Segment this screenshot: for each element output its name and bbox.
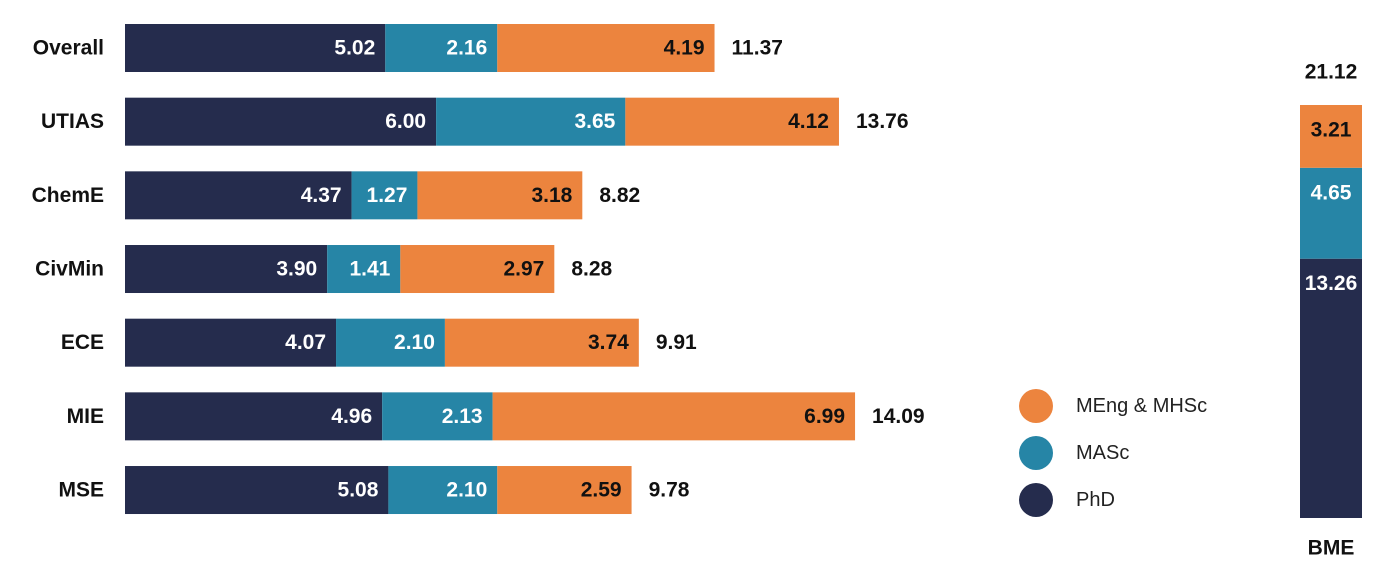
total-label-civmin: 8.28	[571, 258, 612, 281]
total-label-mie: 14.09	[872, 405, 925, 428]
data-label-mse-meng-mhsc: 2.59	[581, 479, 622, 502]
bar-overall-meng-mhsc	[497, 24, 715, 72]
bar-ece-meng-mhsc	[444, 318, 639, 367]
data-label-civmin-masc: 1.41	[349, 258, 390, 281]
bar-overall-phd	[125, 24, 386, 72]
bar-utias-masc	[436, 97, 626, 146]
bar-ece-phd	[125, 318, 337, 367]
bar-cheme-meng-mhsc	[417, 171, 583, 220]
legend-swatch-phd	[1019, 483, 1053, 517]
data-label-bme-phd: 13.26	[1305, 272, 1358, 295]
data-label-utias-masc: 3.65	[574, 110, 615, 133]
legend: MEng & MHSc MASc PhD	[1019, 389, 1207, 517]
bar-bme-meng-mhsc	[1300, 105, 1362, 168]
category-label-utias: UTIAS	[41, 110, 104, 133]
bar-cheme-phd	[125, 171, 352, 220]
category-label-mie: MIE	[67, 405, 104, 428]
bme-vertical-chart: 13.26 4.65 3.21 21.12 BME	[1300, 61, 1362, 560]
data-label-mse-phd: 5.08	[338, 479, 379, 502]
total-label-ece: 9.91	[656, 331, 697, 354]
data-label-civmin-phd: 3.90	[276, 258, 317, 281]
legend-label-masc: MASc	[1076, 442, 1129, 464]
legend-swatch-masc	[1019, 436, 1053, 470]
legend-label-meng-mhsc: MEng & MHSc	[1076, 395, 1207, 417]
bar-utias-phd	[125, 97, 437, 146]
bar-bme-masc	[1300, 167, 1362, 259]
data-label-bme-masc: 4.65	[1311, 181, 1352, 204]
horizontal-chart: Overall 5.02 2.16 4.19 11.37 UTIAS 6.00 3.65 4.1…	[32, 24, 925, 515]
category-label-overall: Overall	[33, 37, 104, 60]
legend-swatch-meng-mhsc	[1019, 389, 1053, 423]
category-label-mse: MSE	[58, 479, 104, 502]
bar-utias-meng-mhsc	[625, 97, 839, 146]
bar-civmin-phd	[125, 245, 328, 294]
bar-mse-phd	[125, 466, 389, 515]
bar-civmin-masc	[327, 245, 401, 294]
data-label-mie-meng-mhsc: 6.99	[804, 405, 845, 428]
category-label-civmin: CivMin	[35, 258, 104, 281]
total-label-bme: 21.12	[1305, 61, 1358, 84]
bar-cheme-masc	[351, 171, 418, 220]
data-label-ece-meng-mhsc: 3.74	[588, 331, 629, 354]
data-label-ece-masc: 2.10	[394, 331, 435, 354]
category-label-cheme: ChemE	[32, 184, 104, 207]
data-label-cheme-meng-mhsc: 3.18	[531, 184, 572, 207]
data-label-mie-phd: 4.96	[331, 405, 372, 428]
total-label-mse: 9.78	[649, 479, 690, 502]
bar-ece-masc	[336, 318, 445, 367]
total-label-overall: 11.37	[732, 37, 783, 60]
bar-mie-meng-mhsc	[492, 392, 856, 441]
bar-mse-masc	[388, 466, 498, 515]
bar-mie-phd	[125, 392, 383, 441]
data-label-mse-masc: 2.10	[446, 479, 487, 502]
data-label-ece-phd: 4.07	[285, 331, 326, 354]
data-label-overall-masc: 2.16	[446, 37, 487, 60]
data-label-bme-meng-mhsc: 3.21	[1311, 119, 1352, 142]
bar-civmin-meng-mhsc	[400, 245, 555, 294]
bar-mse-meng-mhsc	[497, 466, 632, 515]
data-label-civmin-meng-mhsc: 2.97	[503, 258, 544, 281]
data-label-utias-meng-mhsc: 4.12	[788, 110, 829, 133]
total-label-utias: 13.76	[856, 110, 909, 133]
data-label-overall-meng-mhsc: 4.19	[664, 37, 705, 60]
total-label-cheme: 8.82	[599, 184, 640, 207]
category-label-bme: BME	[1308, 537, 1355, 560]
bar-overall-masc	[385, 24, 498, 72]
category-label-ece: ECE	[61, 331, 104, 354]
bar-mie-masc	[382, 392, 493, 441]
data-label-overall-phd: 5.02	[334, 37, 375, 60]
data-label-utias-phd: 6.00	[385, 110, 426, 133]
legend-label-phd: PhD	[1076, 489, 1115, 511]
bar-bme-phd	[1300, 258, 1362, 518]
data-label-cheme-phd: 4.37	[301, 184, 342, 207]
data-label-cheme-masc: 1.27	[367, 184, 408, 207]
data-label-mie-masc: 2.13	[442, 405, 483, 428]
